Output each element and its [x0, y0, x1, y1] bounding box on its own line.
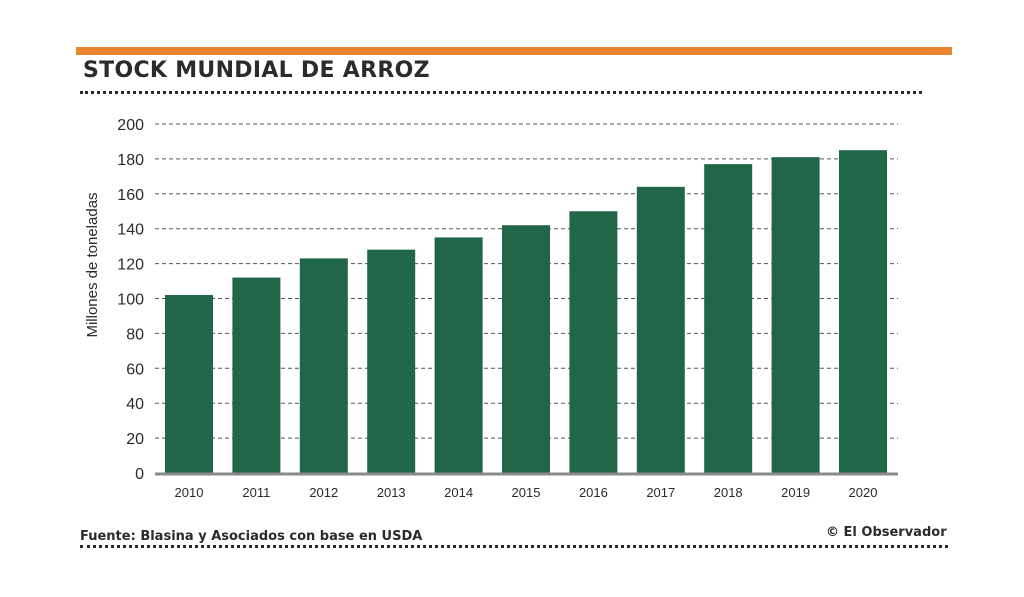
- y-axis-label: Millones de toneladas: [84, 192, 101, 337]
- y-tick-label: 40: [126, 396, 144, 413]
- bar-2011: [232, 277, 281, 473]
- x-tick-label: 2011: [242, 485, 270, 500]
- bar-2018: [704, 164, 753, 473]
- y-tick-label: 200: [117, 117, 144, 134]
- axes: 0 20 40 60 80 100 120 140 160 180 200 2010 2011 2012 2…: [117, 117, 898, 500]
- chart-title: STOCK MUNDIAL DE ARROZ: [83, 58, 430, 83]
- source-note: Fuente: Blasina y Asociados con base en …: [80, 529, 423, 544]
- bar-2013: [367, 249, 416, 473]
- bar-2016: [569, 211, 618, 473]
- y-tick-label: 180: [117, 152, 144, 169]
- top-accent-rule: [76, 47, 952, 55]
- y-tick-label: 0: [135, 466, 144, 483]
- x-tick-label: 2013: [377, 485, 406, 500]
- bar-2012: [299, 258, 348, 473]
- x-tick-label: 2012: [309, 485, 338, 500]
- y-tick-label: 100: [117, 292, 144, 309]
- x-tick-label: 2019: [781, 485, 810, 500]
- y-tick-label: 160: [117, 187, 144, 204]
- y-tick-label: 60: [126, 361, 144, 378]
- x-tick-label: 2014: [444, 485, 473, 500]
- copyright-credit: © El Observador: [826, 525, 947, 540]
- bars: [165, 150, 887, 474]
- title-divider: [80, 91, 922, 94]
- bar-2020: [839, 150, 887, 474]
- bar-2015: [502, 225, 550, 473]
- bar-2014: [434, 237, 483, 473]
- bar-2010: [165, 295, 213, 473]
- bar-2017: [636, 186, 685, 473]
- x-tick-label: 2020: [849, 485, 878, 500]
- x-tick-label: 2017: [646, 485, 675, 500]
- x-tick-label: 2015: [512, 485, 541, 500]
- x-tick-label: 2016: [579, 485, 608, 500]
- x-tick-label: 2010: [175, 485, 204, 500]
- y-tick-label: 140: [117, 222, 144, 239]
- y-tick-label: 80: [126, 326, 144, 343]
- bar-2019: [771, 157, 820, 473]
- y-tick-label: 120: [117, 257, 144, 274]
- x-tick-label: 2018: [714, 485, 743, 500]
- y-tick-label: 20: [126, 431, 144, 448]
- footer-divider: [80, 545, 948, 548]
